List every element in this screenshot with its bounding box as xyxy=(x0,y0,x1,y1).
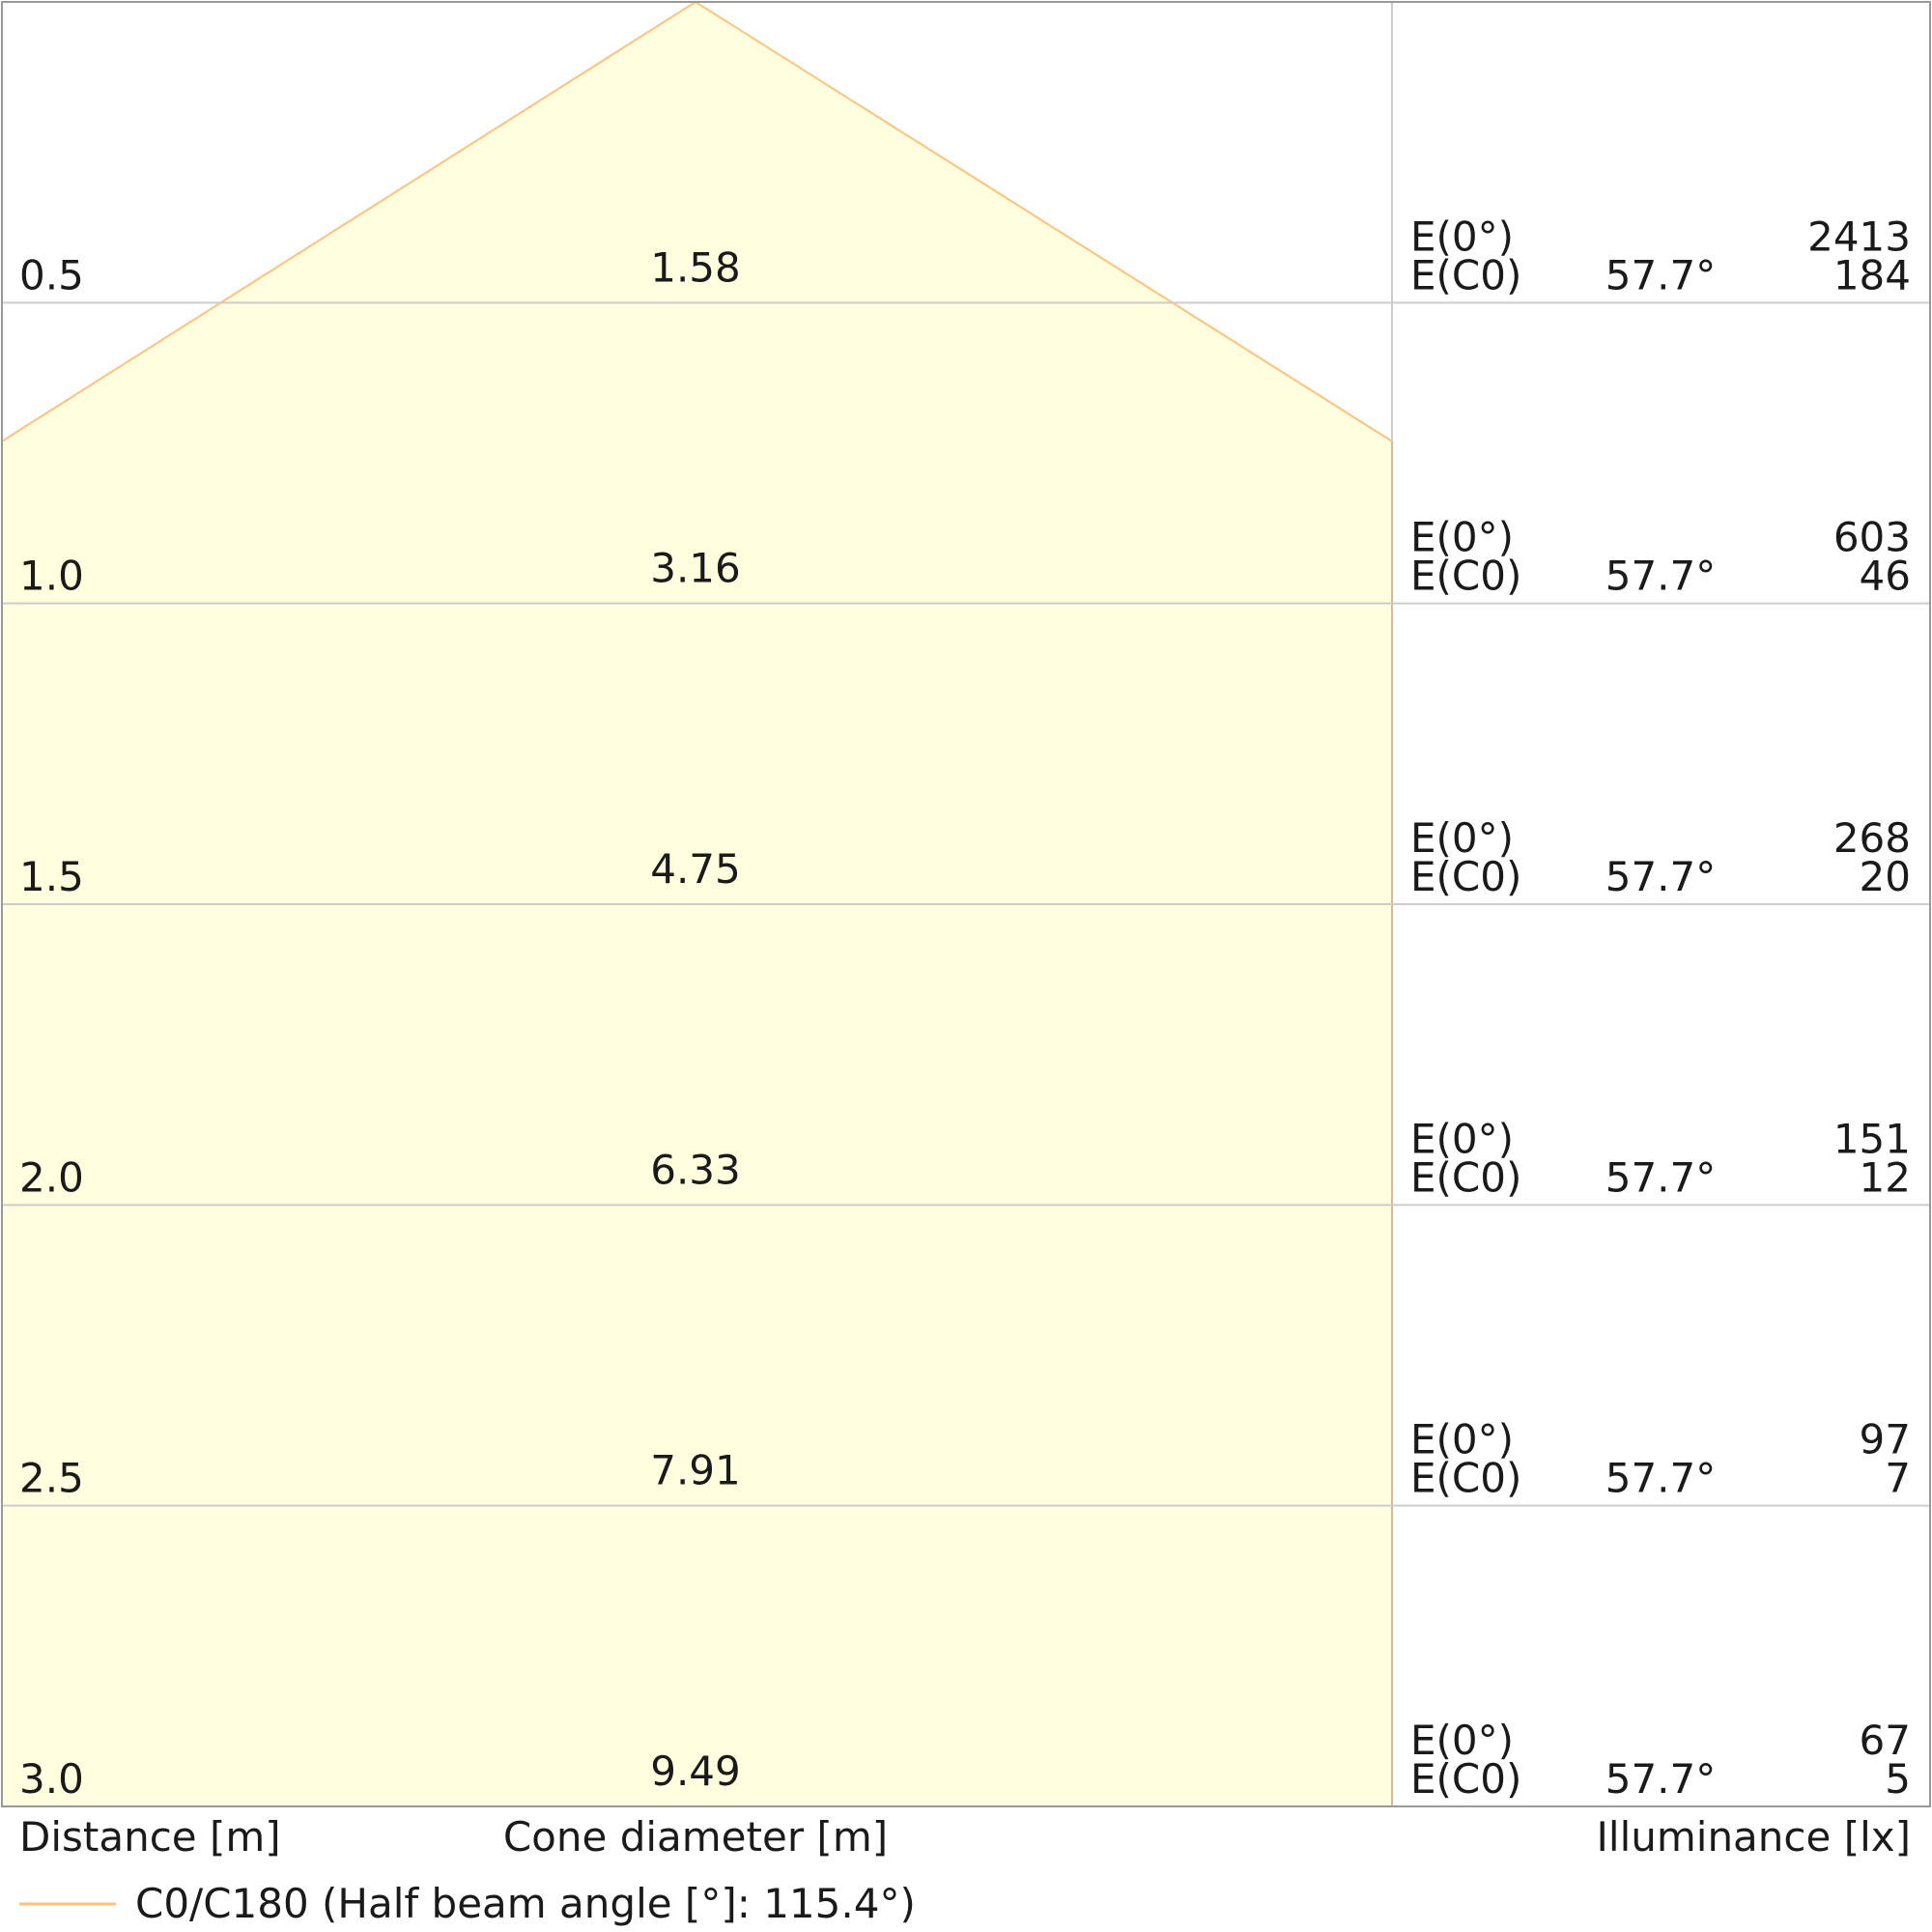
ec0-label: E(C0) xyxy=(1410,853,1521,900)
distance-tick-label: 0.5 xyxy=(19,251,84,298)
cone-diameter-label: 3.16 xyxy=(650,545,741,592)
ec0-label: E(C0) xyxy=(1410,1455,1521,1502)
e0-value: 151 xyxy=(1833,1115,1911,1162)
cone-diameter-label: 7.91 xyxy=(650,1447,741,1494)
e0-label: E(0°) xyxy=(1410,1717,1514,1764)
e0-value: 2413 xyxy=(1807,213,1911,260)
distance-tick-label: 2.5 xyxy=(19,1455,84,1502)
cone-diameter-label: 6.33 xyxy=(650,1146,741,1193)
legend-label: C0/C180 (Half beam angle [°]: 115.4°) xyxy=(135,1880,916,1927)
e0-value: 97 xyxy=(1860,1416,1911,1463)
ec0-label: E(C0) xyxy=(1410,1153,1521,1201)
ec0-value: 46 xyxy=(1860,553,1911,600)
e0-label: E(0°) xyxy=(1410,514,1514,561)
ec0-label: E(C0) xyxy=(1410,1755,1521,1803)
e0-label: E(0°) xyxy=(1410,1416,1514,1463)
cone-diameter-label: 9.49 xyxy=(650,1747,741,1795)
e0-label: E(0°) xyxy=(1410,1115,1514,1162)
ec0-angle: 57.7° xyxy=(1605,553,1717,600)
e0-value: 268 xyxy=(1833,814,1911,862)
e0-label: E(0°) xyxy=(1410,213,1514,260)
ec0-value: 5 xyxy=(1885,1755,1911,1803)
ec0-angle: 57.7° xyxy=(1605,251,1717,298)
ec0-angle: 57.7° xyxy=(1605,1153,1717,1201)
e0-value: 67 xyxy=(1860,1717,1911,1764)
y-axis-label: Distance [m] xyxy=(19,1813,281,1861)
distance-tick-label: 2.0 xyxy=(19,1153,84,1201)
chart-frame xyxy=(1,1,1931,1807)
distance-tick-label: 3.0 xyxy=(19,1755,84,1803)
cone-diameter-label: 4.75 xyxy=(650,845,741,893)
e0-label: E(0°) xyxy=(1410,814,1514,862)
distance-tick-label: 1.0 xyxy=(19,553,84,600)
ec0-value: 12 xyxy=(1860,1153,1911,1201)
x-axis-label: Cone diameter [m] xyxy=(503,1813,888,1861)
e0-value: 603 xyxy=(1833,514,1911,561)
plot-area: 0.5 1.58 E(0°) 2413 E(C0) 57.7° 184 1.0 3.16 E(0°… xyxy=(1,0,1931,1807)
ec0-angle: 57.7° xyxy=(1605,853,1717,900)
ec0-label: E(C0) xyxy=(1410,553,1521,600)
distance-tick-label: 1.5 xyxy=(19,853,84,900)
ec0-value: 20 xyxy=(1860,853,1911,900)
ec0-label: E(C0) xyxy=(1410,251,1521,298)
ec0-angle: 57.7° xyxy=(1605,1455,1717,1502)
cone-diameter-label: 1.58 xyxy=(650,243,741,291)
illuminance-axis-label: Illuminance [lx] xyxy=(1597,1813,1911,1861)
ec0-value: 184 xyxy=(1833,251,1911,298)
ec0-value: 7 xyxy=(1885,1455,1911,1502)
ec0-angle: 57.7° xyxy=(1605,1755,1717,1803)
